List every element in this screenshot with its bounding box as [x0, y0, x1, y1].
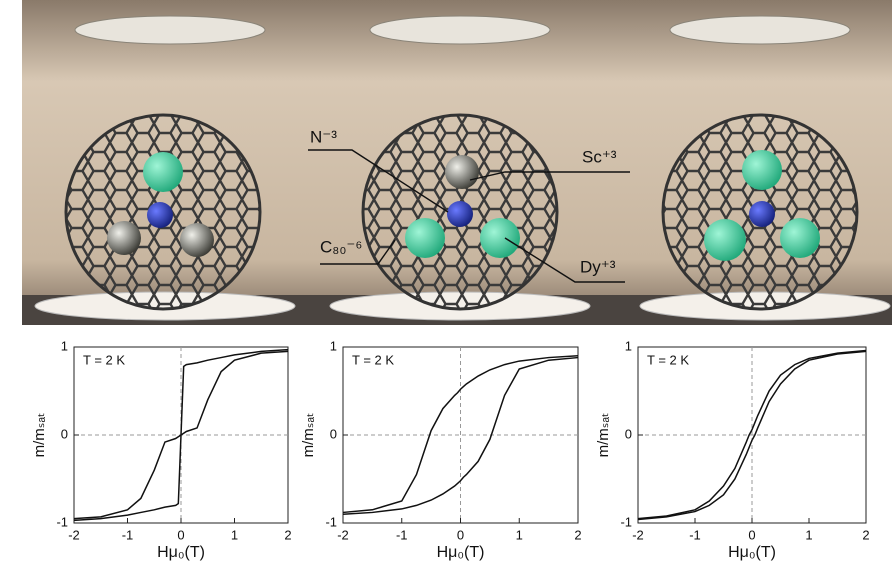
label-dy: Dy⁺³	[580, 257, 616, 276]
y-tick-label: -1	[325, 514, 337, 529]
x-tick-label: 1	[805, 527, 812, 542]
label-sc: Sc⁺³	[582, 147, 617, 166]
x-axis-label: Hμ₀(T)	[728, 544, 776, 561]
x-tick-label: 1	[231, 527, 238, 542]
x-axis-label: Hμ₀(T)	[157, 544, 205, 561]
y-tick-label: -1	[620, 514, 632, 529]
figure: N⁻³ Sc⁺³ C₈₀⁻⁶ Dy⁺³ -2-1012-101Hμ₀(T)m/m…	[0, 0, 892, 569]
x-tick-label: 2	[574, 527, 581, 542]
x-tick-label: -2	[632, 527, 644, 542]
annotation: T = 2 K	[647, 352, 689, 367]
y-axis-label: m/mₛₐₜ	[31, 413, 48, 458]
y-axis-label: m/mₛₐₜ	[300, 413, 317, 458]
x-tick-label: 0	[177, 527, 184, 542]
y-tick-label: 1	[61, 338, 68, 353]
y-tick-label: 0	[61, 426, 68, 441]
x-tick-label: 2	[862, 527, 869, 542]
label-n: N⁻³	[310, 127, 337, 146]
label-c80: C₈₀⁻⁶	[320, 237, 362, 256]
y-tick-label: 1	[330, 338, 337, 353]
x-tick-label: -1	[396, 527, 408, 542]
x-tick-label: 2	[284, 527, 291, 542]
y-tick-label: 0	[625, 426, 632, 441]
y-tick-label: 0	[330, 426, 337, 441]
y-axis-label: m/mₛₐₜ	[595, 413, 612, 458]
annotation: T = 2 K	[352, 352, 394, 367]
x-tick-label: -2	[337, 527, 349, 542]
x-tick-label: 0	[457, 527, 464, 542]
illustration: N⁻³ Sc⁺³ C₈₀⁻⁶ Dy⁺³	[22, 0, 892, 325]
x-tick-label: -1	[122, 527, 134, 542]
annotation: T = 2 K	[83, 352, 125, 367]
x-tick-label: -1	[689, 527, 701, 542]
x-axis-label: Hμ₀(T)	[437, 544, 485, 561]
x-tick-label: -2	[68, 527, 80, 542]
x-tick-label: 0	[748, 527, 755, 542]
x-tick-label: 1	[516, 527, 523, 542]
y-tick-label: -1	[56, 514, 68, 529]
y-tick-label: 1	[625, 338, 632, 353]
